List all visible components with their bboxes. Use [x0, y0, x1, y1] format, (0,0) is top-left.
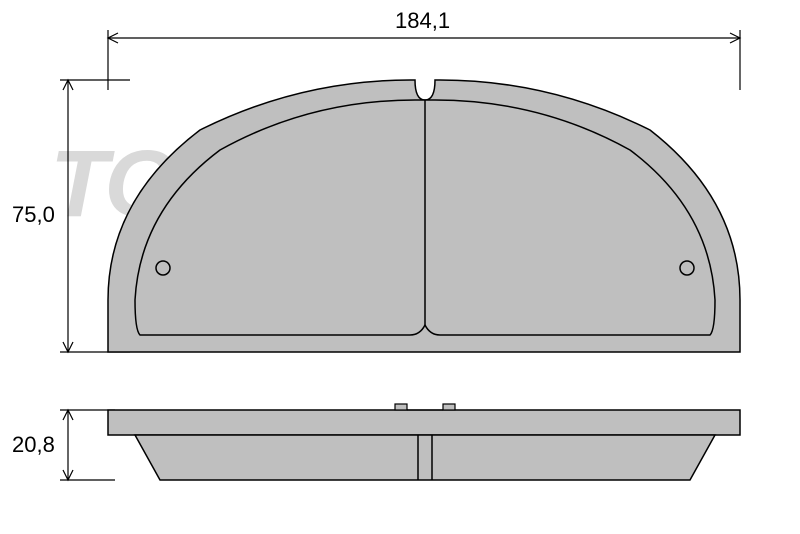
brake-pad-side: [108, 404, 740, 480]
dimension-thickness: [60, 410, 115, 480]
dim-thickness-label: 20,8: [12, 432, 55, 458]
technical-drawing: [0, 0, 800, 534]
dim-width-label: 184,1: [395, 8, 450, 34]
brake-pad-front: [108, 80, 740, 352]
dim-height-label: 75,0: [12, 202, 55, 228]
dimension-width: [108, 30, 740, 90]
